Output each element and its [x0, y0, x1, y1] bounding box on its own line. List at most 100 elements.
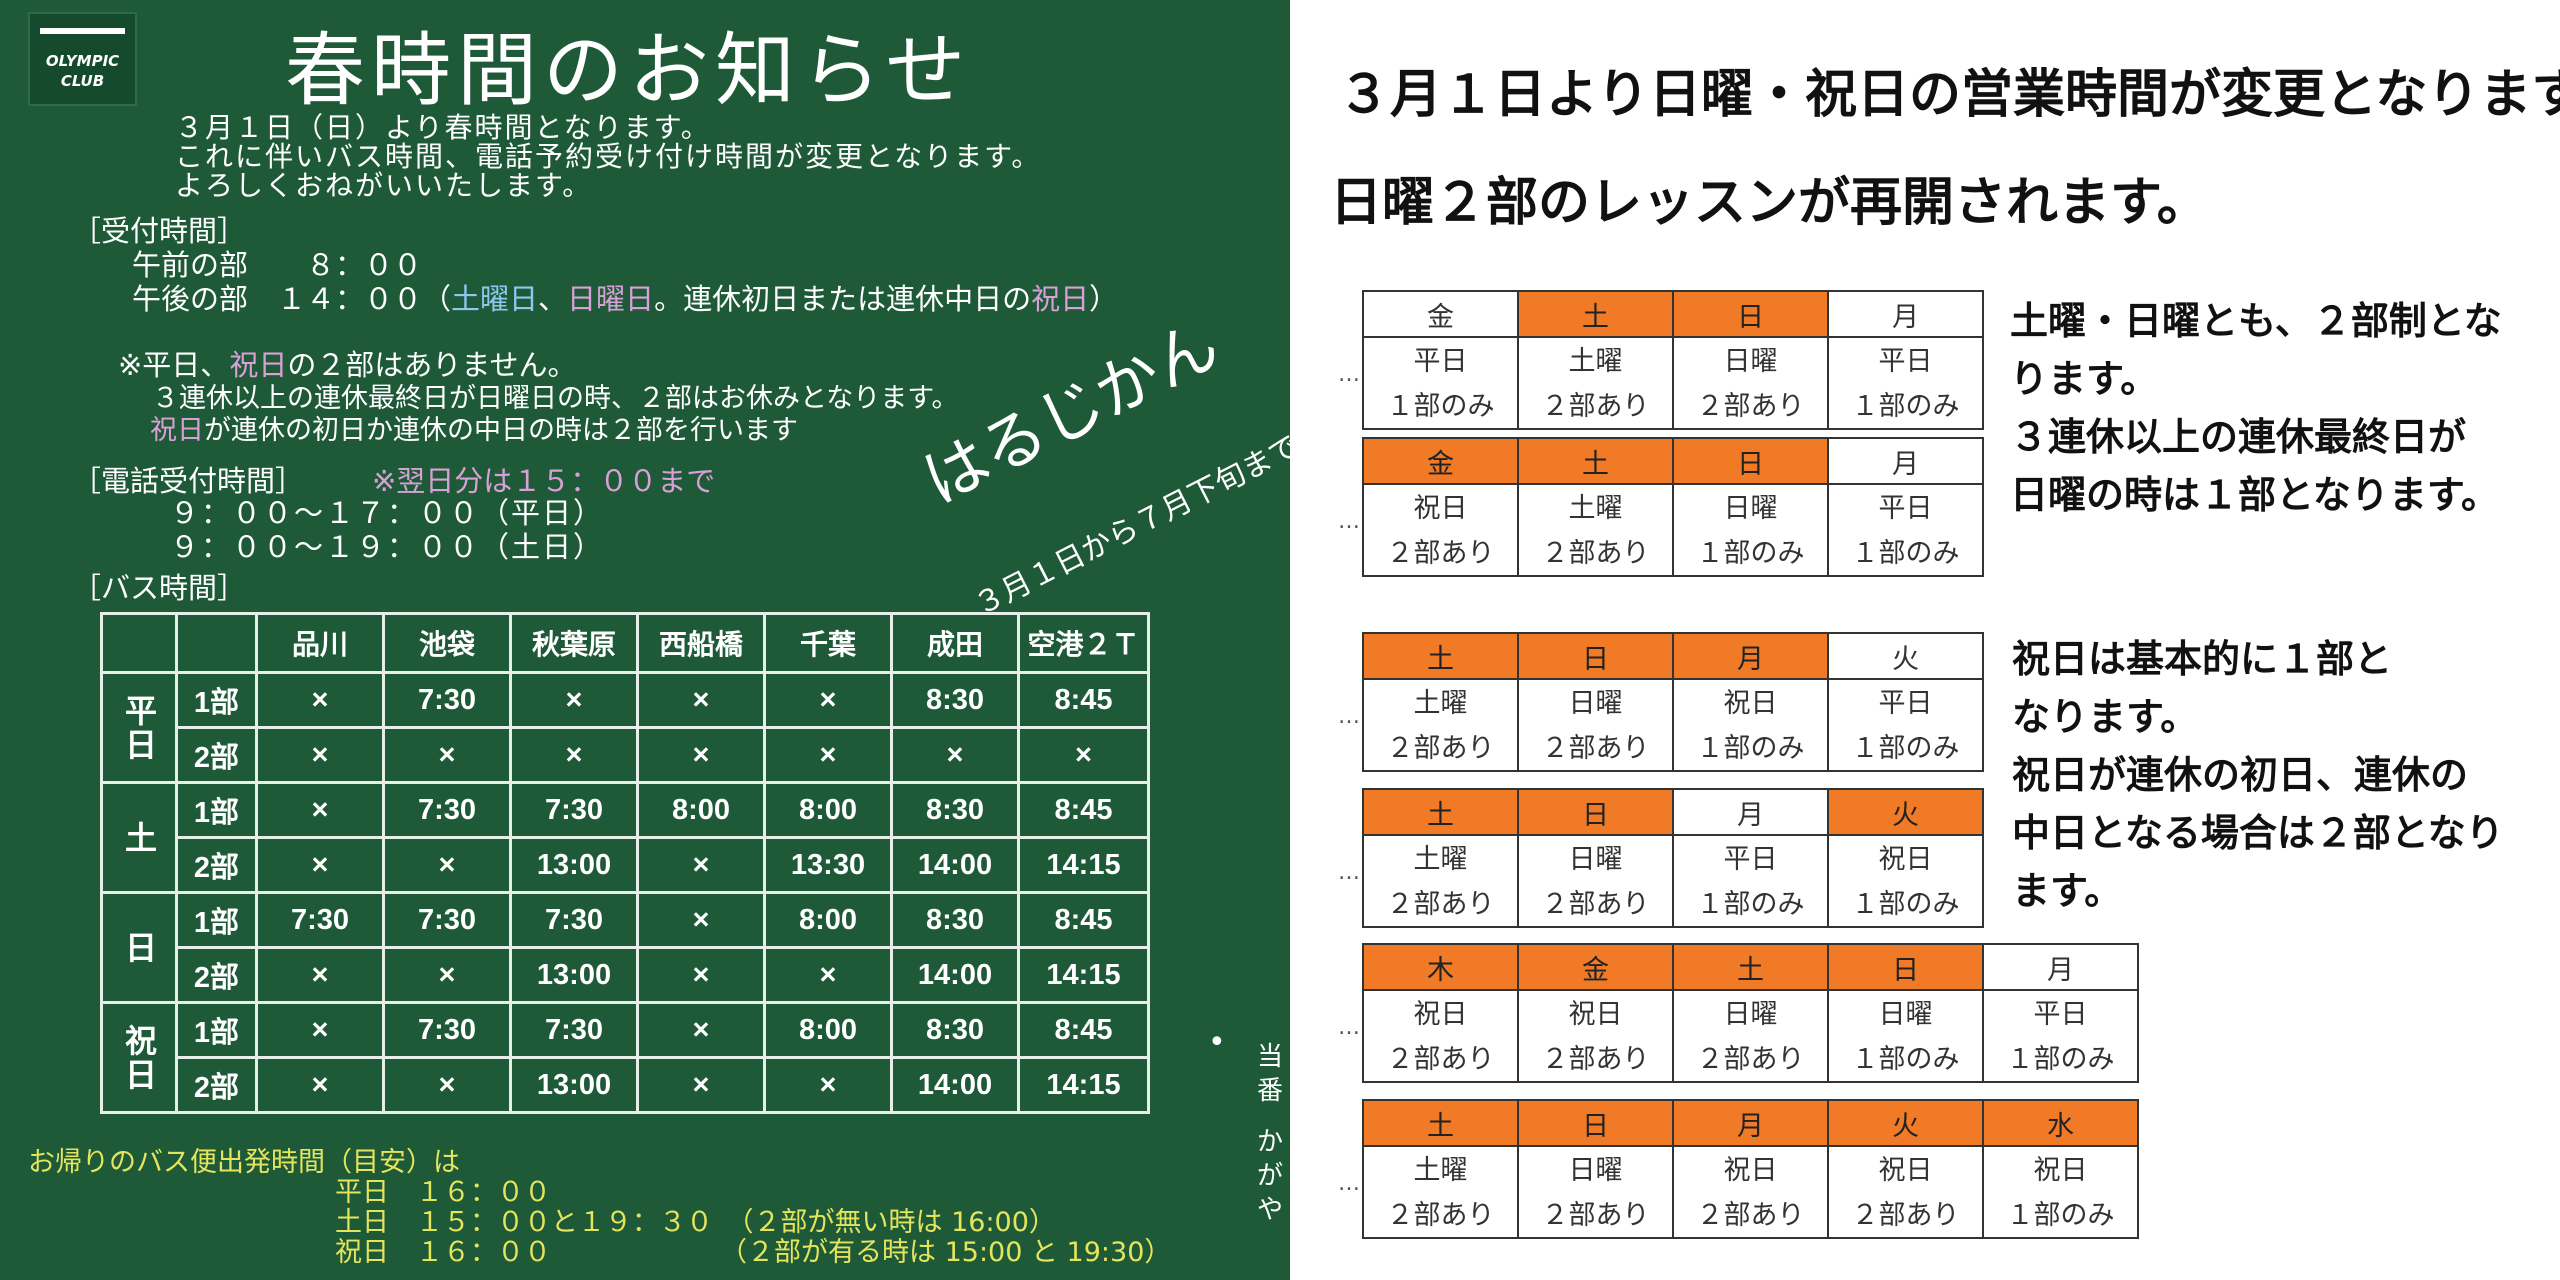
duty-label: 当番: [1256, 1042, 1283, 1106]
note-weekend-line: 土曜・日曜とも、２部制とな: [2010, 299, 2502, 343]
session-count-cell: １部のみ: [1827, 720, 1984, 772]
bus-time-cell: 14:00: [890, 946, 1020, 1004]
bus-time-cell: ×: [636, 891, 766, 949]
bus-time-cell: 14:15: [1017, 1056, 1150, 1114]
notes-line-2: ３連休以上の連休最終日が日曜日の時、２部はお休みとなります。: [152, 383, 959, 414]
day-kind-cell: 日曜: [1672, 337, 1829, 378]
bus-time-cell: 8:45: [1017, 891, 1150, 949]
return-bus-heading: お帰りのバス便出発時間（目安）は: [28, 1147, 460, 1178]
day-kind-cell: 祝日: [1827, 835, 1984, 876]
calendar-row-parts: ２部あり ２部あり ２部あり ２部あり １部のみ: [1362, 1187, 2139, 1239]
calendar-ellipsis: …: [1338, 1015, 1360, 1040]
weekday-cell: 金: [1362, 437, 1519, 485]
calendar-row-kinds: 土曜 日曜 平日 祝日: [1362, 835, 1984, 876]
day-kind-cell: 日曜: [1827, 990, 1984, 1031]
weekday-cell: 土: [1362, 1099, 1519, 1147]
note-weekend-line: 日曜の時は１部となります。: [2010, 473, 2500, 517]
bus-time-cell: ×: [763, 726, 893, 784]
bus-time-cell: 8:00: [763, 891, 893, 949]
return-bus-holiday: 祝日 １６：００: [335, 1237, 551, 1268]
calendar-row-kinds: 平日 土曜 日曜 平日: [1362, 337, 1984, 378]
session-cell: 2部: [175, 1056, 258, 1114]
day-kind-cell: 平日: [1827, 484, 1984, 525]
calendar-row-days: 金土日月: [1362, 290, 1984, 338]
bus-time-cell: ×: [382, 1056, 512, 1114]
notes-line-3: 祝日が連休の初日か連休の中日の時は２部を行います: [150, 408, 798, 447]
table-row: 2部 × × × × × × ×: [102, 726, 1150, 784]
intro-line-2: これに伴いバス時間、電話予約受け付け時間が変更となります。: [175, 140, 1042, 173]
session-count-cell: １部のみ: [1982, 1031, 2139, 1083]
bus-time-cell: 13:30: [763, 836, 893, 894]
bus-time-cell: ×: [382, 836, 512, 894]
bus-table-body: 平日 1部 × 7:30 × × × 8:30 8:45 2部 × × × × × × × 土 1部 × 7:30 7:3…: [100, 671, 1150, 1114]
bus-time-cell: ×: [382, 726, 512, 784]
day-kind-cell: 平日: [1827, 337, 1984, 378]
bus-time-cell: 7:30: [382, 781, 512, 839]
notice-title: 春時間のお知らせ: [285, 24, 972, 117]
session-cell: 1部: [175, 781, 258, 839]
notes-line-1-prefix: ※平日、: [118, 348, 230, 382]
note-holiday-line: ます。: [2012, 869, 2123, 913]
bus-time-cell: ×: [255, 946, 385, 1004]
bus-time-cell: ×: [636, 671, 766, 729]
bus-time-cell: ×: [763, 946, 893, 1004]
bus-time-cell: 8:30: [890, 891, 1020, 949]
phone-heading: ［電話受付時間］: [72, 464, 305, 498]
day-type-cell: 土: [100, 781, 178, 894]
weekday-cell: 火: [1827, 788, 1984, 836]
day-kind-cell: 土曜: [1362, 835, 1519, 876]
chalk-dot: •: [1208, 1025, 1226, 1060]
calendar-row-days: 木金土日月: [1362, 943, 2139, 991]
bus-time-cell: 8:30: [890, 671, 1020, 729]
session-cell: 2部: [175, 946, 258, 1004]
session-count-cell: ２部あり: [1517, 876, 1674, 928]
intro-line-1: ３月１日（日）より春時間となります。: [175, 111, 711, 144]
day-kind-cell: 土曜: [1362, 679, 1519, 720]
day-kind-cell: 土曜: [1517, 484, 1674, 525]
bus-time-cell: 13:00: [509, 946, 639, 1004]
session-count-cell: １部のみ: [1827, 378, 1984, 430]
weekday-cell: 土: [1672, 943, 1829, 991]
day-kind-cell: 日曜: [1517, 835, 1674, 876]
calendar-row-kinds: 祝日 土曜 日曜 平日: [1362, 484, 1984, 525]
weekday-cell: 月: [1672, 632, 1829, 680]
bus-time-cell: ×: [509, 726, 639, 784]
station-header: 西船橋: [636, 612, 766, 674]
session-cell: 2部: [175, 726, 258, 784]
bus-time-cell: ×: [1017, 726, 1150, 784]
calendar-row-days: 土日月火水: [1362, 1099, 2139, 1147]
bus-time-cell: ×: [763, 671, 893, 729]
calendar-row-parts: ２部あり ２部あり １部のみ １部のみ: [1362, 876, 1984, 928]
table-row: 平日 1部 × 7:30 × × × 8:30 8:45: [100, 671, 1150, 784]
bus-time-cell: ×: [890, 726, 1020, 784]
reception-morning: 午前の部 ８：００: [132, 248, 423, 282]
calendar-row-days: 土日月火: [1362, 788, 1984, 836]
day-kind-cell: 平日: [1982, 990, 2139, 1031]
station-header: 千葉: [763, 612, 893, 674]
session-count-cell: １部のみ: [1362, 378, 1519, 430]
notes-line-1-suffix: の２部はありません。: [287, 348, 577, 382]
calendar-ellipsis: …: [1338, 704, 1360, 729]
session-count-cell: ２部あり: [1517, 720, 1674, 772]
note-holiday-line: 祝日は基本的に１部と: [2012, 637, 2393, 681]
bus-time-cell: ×: [636, 946, 766, 1004]
day-kind-cell: 祝日: [1827, 1146, 1984, 1187]
session-count-cell: １部のみ: [1982, 1187, 2139, 1239]
duty-name: かがや: [1256, 1127, 1283, 1225]
session-count-cell: ２部あり: [1362, 876, 1519, 928]
calendar-row-parts: ２部あり ２部あり ２部あり １部のみ １部のみ: [1362, 1031, 2139, 1083]
calendar-row-days: 金土日月: [1362, 437, 1984, 485]
bus-time-cell: ×: [509, 671, 639, 729]
corner-cell: [175, 612, 258, 674]
sunday-label: 日曜日: [567, 282, 655, 316]
session-cell: 1部: [175, 1001, 258, 1059]
session-cell: 1部: [175, 891, 258, 949]
separator: 、: [538, 282, 568, 316]
calendar-row-kinds: 土曜 日曜 祝日 祝日 祝日: [1362, 1146, 2139, 1187]
bus-time-cell: 8:00: [636, 781, 766, 839]
session-count-cell: １部のみ: [1827, 1031, 1984, 1083]
bus-time-cell: ×: [255, 726, 385, 784]
weekday-cell: 月: [1827, 290, 1984, 338]
bus-time-cell: ×: [636, 1001, 766, 1059]
bus-time-cell: ×: [382, 946, 512, 1004]
